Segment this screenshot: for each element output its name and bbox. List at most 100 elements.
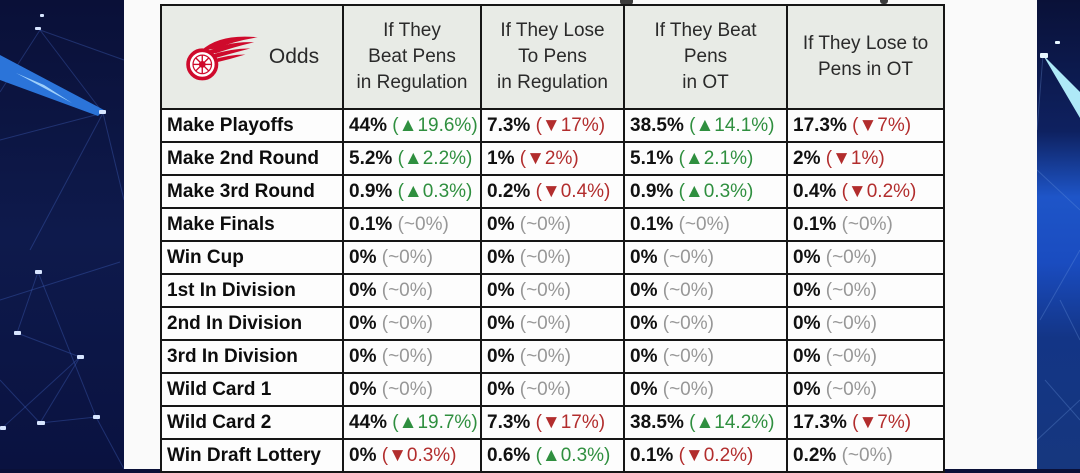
- change-flat: (~0%): [514, 279, 571, 301]
- blue-streak-highlight: [16, 73, 72, 103]
- odds-cell: 1% (▼2%): [480, 141, 625, 177]
- row-label: Wild Card 2: [160, 405, 344, 441]
- change-flat: (~0%): [514, 345, 571, 367]
- change-flat: (~0%): [657, 246, 714, 268]
- odds-value: 38.5%: [630, 114, 684, 136]
- odds-cell: 0% (~0%): [786, 240, 945, 276]
- odds-value: 7.3%: [487, 114, 531, 136]
- odds-value: 7.3%: [487, 411, 531, 433]
- odds-cell: 0% (~0%): [623, 372, 788, 408]
- odds-value: 0%: [349, 378, 377, 400]
- odds-value: 0%: [630, 345, 658, 367]
- odds-cell: 0% (~0%): [342, 339, 482, 375]
- odds-value: 0.9%: [349, 180, 393, 202]
- blue-streak-left: [0, 55, 104, 116]
- odds-value: 0%: [630, 378, 658, 400]
- row-label: Wild Card 1: [160, 372, 344, 408]
- odds-table: Odds If They Beat Pens in Regulation If …: [160, 3, 945, 473]
- change-up: (▲0.3%): [530, 444, 611, 466]
- odds-cell: 0.6% (▲0.3%): [480, 438, 625, 473]
- change-flat: (~0%): [514, 246, 571, 268]
- change-down: (▼0.3%): [376, 444, 457, 466]
- odds-value: 0%: [793, 246, 821, 268]
- plexus-nodes-left: [0, 14, 106, 430]
- odds-value: 0%: [349, 246, 377, 268]
- change-flat: (~0%): [376, 279, 433, 301]
- change-flat: (~0%): [820, 378, 877, 400]
- change-flat: (~0%): [820, 246, 877, 268]
- odds-value: 0%: [487, 279, 515, 301]
- row-label: 1st In Division: [160, 273, 344, 309]
- odds-value: 5.2%: [349, 147, 393, 169]
- corner-header-cell: Odds: [160, 3, 344, 111]
- odds-value: 0.6%: [487, 444, 531, 466]
- change-up: (▲19.6%): [387, 114, 478, 136]
- change-down: (▼0.2%): [836, 180, 917, 202]
- plexus-lines-left: [0, 29, 125, 469]
- table-row: Win Draft Lottery 0% (▼0.3%) 0.6% (▲0.3%) 0…: [160, 438, 945, 473]
- odds-cell: 0.9% (▲0.3%): [623, 174, 788, 210]
- odds-value: 5.1%: [630, 147, 674, 169]
- change-down: (▼7%): [846, 114, 912, 136]
- cyan-streak-right: [1043, 55, 1080, 118]
- odds-value: 0.2%: [487, 180, 531, 202]
- odds-cell: 0% (~0%): [786, 339, 945, 375]
- change-flat: (~0%): [820, 279, 877, 301]
- odds-value: 0.2%: [793, 444, 837, 466]
- odds-cell: 0% (~0%): [480, 207, 625, 243]
- change-down: (▼2%): [514, 147, 579, 169]
- odds-value: 0%: [793, 279, 821, 301]
- change-flat: (~0%): [376, 345, 433, 367]
- odds-cell: 44% (▲19.7%): [342, 405, 482, 441]
- table-row: 2nd In Division 0% (~0%) 0% (~0%) 0% (~0%) 0…: [160, 306, 945, 342]
- odds-value: 0%: [630, 246, 658, 268]
- red-wings-logo-icon: [186, 36, 258, 81]
- column-header-lose-regulation: If They Lose To Pens in Regulation: [480, 3, 625, 111]
- change-flat: (~0%): [657, 312, 714, 334]
- odds-value: 0.4%: [793, 180, 837, 202]
- odds-cell: 38.5% (▲14.1%): [623, 108, 788, 144]
- change-flat: (~0%): [376, 246, 433, 268]
- odds-value: 0.1%: [349, 213, 393, 235]
- odds-cell: 7.3% (▼17%): [480, 108, 625, 144]
- odds-value: 0%: [349, 345, 377, 367]
- change-flat: (~0%): [836, 444, 893, 466]
- odds-value: 44%: [349, 114, 388, 136]
- odds-cell: 0% (~0%): [480, 240, 625, 276]
- odds-value: 38.5%: [630, 411, 684, 433]
- odds-cell: 0% (~0%): [623, 240, 788, 276]
- plexus-lines-right: [1036, 54, 1080, 441]
- odds-label: Odds: [268, 44, 320, 68]
- row-label: Win Draft Lottery: [160, 438, 344, 473]
- change-up: (▲19.7%): [387, 411, 478, 433]
- odds-value: 0%: [349, 312, 377, 334]
- change-down: (▼0.4%): [530, 180, 611, 202]
- column-header-lose-ot: If They Lose to Pens in OT: [786, 3, 945, 111]
- odds-value: 0%: [793, 312, 821, 334]
- row-label: Make Finals: [160, 207, 344, 243]
- change-flat: (~0%): [376, 378, 433, 400]
- change-flat: (~0%): [514, 312, 571, 334]
- odds-cell: 0% (~0%): [623, 306, 788, 342]
- odds-cell: 0.2% (~0%): [786, 438, 945, 473]
- odds-cell: 0% (~0%): [480, 372, 625, 408]
- odds-value: 1%: [487, 147, 515, 169]
- column-header-beat-regulation: If They Beat Pens in Regulation: [342, 3, 482, 111]
- change-up: (▲0.3%): [673, 180, 754, 202]
- odds-value: 0%: [487, 246, 515, 268]
- table-row: Wild Card 2 44% (▲19.7%) 7.3% (▼17%) 38.5% …: [160, 405, 945, 441]
- odds-cell: 0% (~0%): [480, 273, 625, 309]
- odds-cell: 0% (~0%): [786, 372, 945, 408]
- odds-value: 0%: [630, 279, 658, 301]
- odds-cell: 0% (~0%): [623, 339, 788, 375]
- change-down: (▼0.2%): [673, 444, 754, 466]
- odds-value: 0%: [487, 213, 515, 235]
- odds-cell: 0.1% (~0%): [623, 207, 788, 243]
- table-row: Make 2nd Round 5.2% (▲2.2%) 1% (▼2%) 5.1% (…: [160, 141, 945, 177]
- odds-value: 0.1%: [793, 213, 837, 235]
- odds-value: 2%: [793, 147, 821, 169]
- odds-value: 0%: [793, 378, 821, 400]
- change-flat: (~0%): [392, 213, 449, 235]
- change-flat: (~0%): [376, 312, 433, 334]
